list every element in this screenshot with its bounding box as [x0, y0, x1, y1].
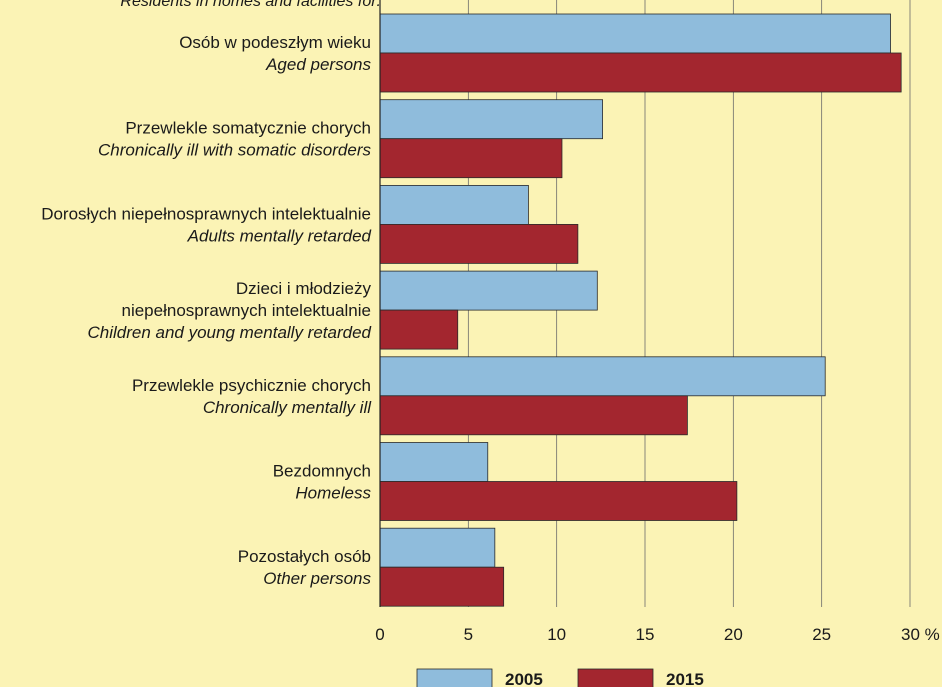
category-label-pl: Osób w podeszłym wieku: [179, 33, 371, 52]
category-label-en: Aged persons: [265, 55, 371, 74]
bar-2015-7: [379, 566, 505, 607]
category-label-en: Chronically ill with somatic disorders: [98, 141, 372, 160]
bar-2005-4: [379, 270, 598, 311]
bars: [379, 13, 902, 607]
x-tick-label: 5: [464, 625, 473, 644]
bar-2005-5: [379, 356, 826, 397]
category-label-pl: niepełnosprawnych intelektualnie: [122, 301, 372, 320]
category-label-pl: Bezdomnych: [273, 462, 371, 481]
category-label-en: Chronically mentally ill: [203, 398, 372, 417]
bar-2015-3: [379, 223, 579, 264]
bar-2005-3: [379, 184, 529, 225]
header-note: Residents in homes and facilities for:: [120, 0, 381, 10]
bar-2015-6: [379, 481, 738, 521]
bar-2015-4: [379, 309, 459, 350]
bar-2015-1: [379, 52, 902, 93]
bar-2005-7: [379, 527, 496, 568]
x-tick-label: 20: [724, 625, 743, 644]
category-label-pl: Dorosłych niepełnosprawnych intelektualn…: [41, 204, 371, 223]
category-label-pl: Dzieci i młodzieży: [236, 279, 372, 298]
bar-2005-2: [379, 99, 604, 140]
x-tick-label: 25: [812, 625, 831, 644]
category-label-en: Other persons: [263, 569, 371, 588]
x-tick-labels: 0 5 10 15 20 25 30 %: [375, 625, 939, 644]
category-label-en: Adults mentally retarded: [187, 226, 372, 245]
category-label-en: Children and young mentally retarded: [87, 323, 371, 342]
category-labels: Osób w podeszłym wieku Aged persons Przewl…: [41, 33, 372, 588]
bar-2005-1: [379, 13, 891, 54]
legend-swatch-2015: [577, 668, 654, 687]
bar-2015-5: [379, 395, 688, 436]
legend-label-2015: 2015: [666, 670, 704, 687]
x-tick-label: 30 %: [901, 625, 940, 644]
legend: 2005 2015: [416, 668, 704, 687]
legend-label-2005: 2005: [505, 670, 543, 687]
bar-2015-2: [379, 138, 563, 179]
x-tick-label: 0: [375, 625, 384, 644]
category-label-pl: Przewlekle somatycznie chorych: [125, 119, 371, 138]
x-tick-label: 15: [636, 625, 655, 644]
category-label-pl: Przewlekle psychicznie chorych: [132, 376, 371, 395]
category-label-en: Homeless: [295, 484, 371, 503]
x-tick-label: 10: [547, 625, 566, 644]
category-label-pl: Pozostałych osób: [238, 547, 371, 566]
bar-2005-6: [379, 442, 489, 482]
legend-swatch-2005: [416, 668, 493, 687]
